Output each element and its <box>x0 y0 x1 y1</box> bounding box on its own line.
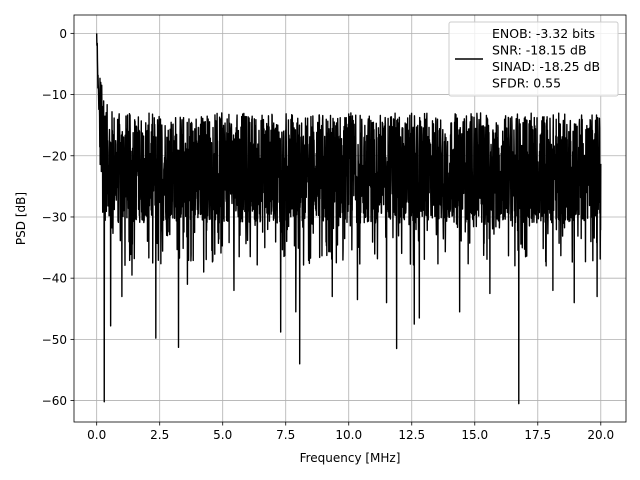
x-tick-label: 2.5 <box>150 428 169 442</box>
x-tick-label: 0.0 <box>87 428 106 442</box>
y-tick-label: −40 <box>42 272 67 286</box>
x-tick-label: 7.5 <box>276 428 295 442</box>
legend-sinad: SINAD: -18.25 dB <box>492 59 600 74</box>
legend-snr: SNR: -18.15 dB <box>492 43 587 58</box>
x-tick-label: 12.5 <box>398 428 425 442</box>
x-tick-label: 20.0 <box>587 428 614 442</box>
y-tick-label: −50 <box>42 333 67 347</box>
series-layer <box>95 33 602 405</box>
x-tick-label: 10.0 <box>335 428 362 442</box>
legend: ENOB: -3.32 bits SNR: -18.15 dB SINAD: -… <box>448 21 619 97</box>
y-tick-label: −60 <box>42 394 67 408</box>
y-tick-label: −10 <box>42 88 67 102</box>
y-tick-label: −20 <box>42 149 67 163</box>
y-tick-label: 0 <box>59 27 67 41</box>
x-tick-label: 5.0 <box>213 428 232 442</box>
y-axis-label: PSD [dB] <box>14 192 28 245</box>
x-axis-label: Frequency [MHz] <box>300 451 401 465</box>
x-axis-ticks: 0.0 2.5 5.0 7.5 10.0 12.5 15.0 17.5 20.0 <box>87 422 614 442</box>
plot-frame <box>73 14 627 423</box>
y-tick-label: −30 <box>42 210 67 224</box>
legend-box <box>448 21 619 97</box>
y-axis-ticks: 0 −10 −20 −30 −40 −50 −60 <box>42 27 74 408</box>
x-tick-label: 15.0 <box>461 428 488 442</box>
legend-enob: ENOB: -3.32 bits <box>492 26 595 41</box>
legend-sfdr: SFDR: 0.55 <box>492 76 561 91</box>
x-tick-label: 17.5 <box>524 428 551 442</box>
psd-series-line <box>95 33 602 405</box>
